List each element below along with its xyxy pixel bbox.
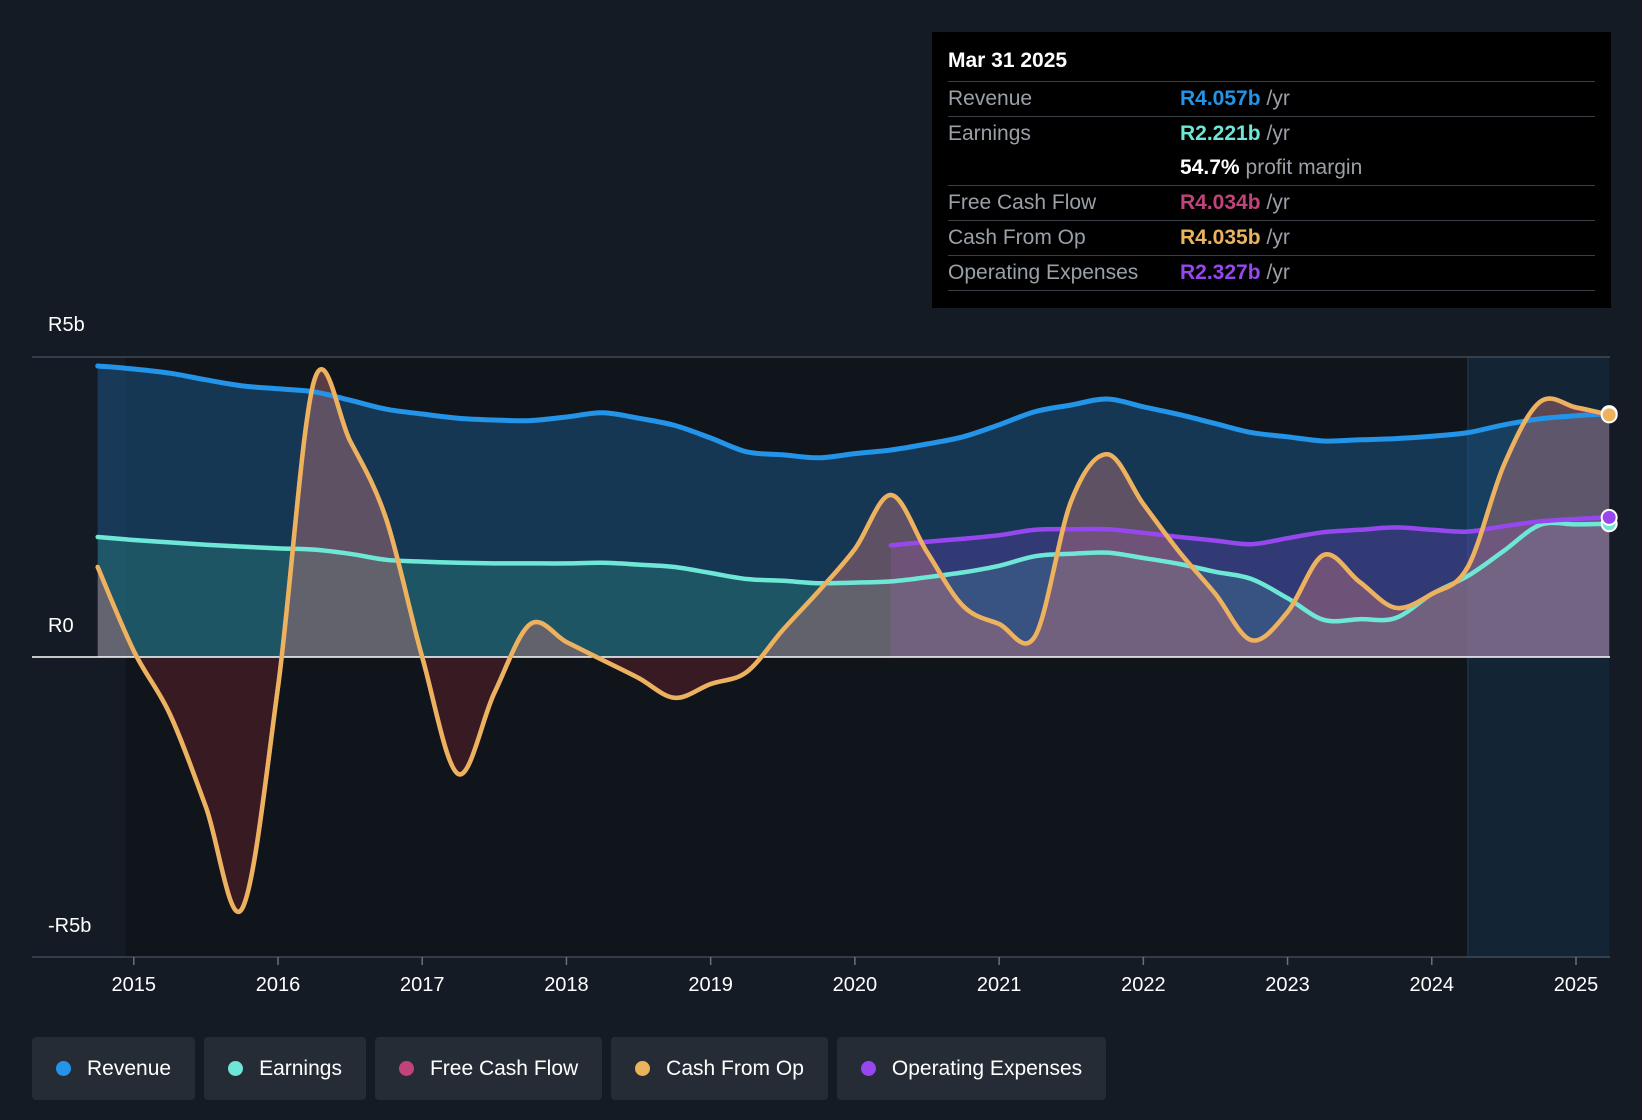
x-tick-label: 2024 — [1410, 974, 1455, 996]
opex-line — [888, 515, 1612, 548]
tooltip-value-cfo: R4.035b — [1180, 226, 1261, 249]
tooltip-value-fcf: R4.034b — [1180, 191, 1261, 214]
tooltip-row-opex: Operating Expenses R2.327b /yr — [948, 256, 1595, 291]
tooltip-date: Mar 31 2025 — [948, 46, 1595, 82]
tooltip-label — [948, 151, 1180, 185]
tooltip-value-opex: R2.327b — [1180, 261, 1261, 284]
fcf-area-negative — [97, 657, 1610, 912]
revenue-line — [95, 363, 1612, 461]
cfo-area — [97, 369, 1610, 657]
x-tick-label: 2017 — [400, 974, 445, 996]
y-tick-label: R5b — [48, 314, 85, 336]
tooltip-unit: /yr — [1266, 261, 1290, 284]
legend-dot-icon — [635, 1061, 651, 1076]
tooltip-row-profit-margin: 54.7% profit margin — [948, 151, 1595, 186]
earnings-area — [97, 522, 1610, 657]
tooltip-label: Revenue — [948, 87, 1033, 110]
opex-end-marker — [1600, 508, 1618, 526]
legend-dot-icon — [56, 1061, 71, 1076]
legend-dot-icon — [860, 1061, 876, 1076]
legend-label: Operating Expenses — [891, 1056, 1083, 1080]
revenue-area — [97, 366, 1610, 657]
tooltip-label: Free Cash Flow — [948, 191, 1097, 214]
tooltip-value-revenue: R4.057b — [1180, 87, 1261, 110]
x-tick-label: 2022 — [1121, 974, 1166, 996]
earnings-line — [95, 520, 1612, 624]
legend-label: Earnings — [259, 1056, 342, 1080]
tooltip-value-profit-margin: 54.7% — [1180, 156, 1240, 179]
fcf-area — [97, 369, 1610, 657]
tooltip-unit: /yr — [1266, 226, 1290, 249]
tooltip-unit: profit margin — [1245, 156, 1363, 179]
x-tick-label: 2023 — [1265, 974, 1310, 996]
tooltip-label: Cash From Op — [948, 226, 1086, 249]
tooltip-panel: Mar 31 2025 Revenue R4.057b /yr Earnings… — [932, 32, 1611, 308]
tooltip-row-cfo: Cash From Op R4.035b /yr — [948, 221, 1595, 256]
legend-label: Cash From Op — [666, 1056, 804, 1080]
tooltip-label: Earnings — [948, 122, 1031, 145]
legend-item-cash-from-op[interactable]: Cash From Op — [611, 1037, 828, 1100]
legend-item-earnings[interactable]: Earnings — [204, 1037, 366, 1100]
cfo-line — [95, 367, 1612, 914]
x-tick-label: 2025 — [1554, 974, 1599, 996]
x-tick-label: 2018 — [544, 974, 589, 996]
legend-dot-icon — [398, 1061, 414, 1076]
legend: Revenue Earnings Free Cash Flow Cash Fro… — [32, 1037, 1107, 1100]
tooltip-value-earnings: R2.221b — [1180, 122, 1261, 145]
tooltip-label: Operating Expenses — [948, 261, 1139, 284]
x-tick-label: 2019 — [688, 974, 733, 996]
legend-item-free-cash-flow[interactable]: Free Cash Flow — [374, 1037, 603, 1100]
cfo-end-marker — [1600, 406, 1618, 424]
legend-item-operating-expenses[interactable]: Operating Expenses — [836, 1037, 1107, 1100]
x-tick-label: 2021 — [977, 974, 1022, 996]
x-tick-label: 2015 — [112, 974, 157, 996]
legend-label: Revenue — [87, 1056, 172, 1080]
legend-item-revenue[interactable]: Revenue — [32, 1037, 196, 1100]
tooltip-unit: /yr — [1266, 87, 1290, 110]
tooltip-row-revenue: Revenue R4.057b /yr — [948, 82, 1595, 117]
x-tick-label: 2020 — [833, 974, 878, 996]
tooltip-unit: /yr — [1266, 122, 1290, 145]
tooltip-row-earnings: Earnings R2.221b /yr — [948, 117, 1595, 151]
legend-dot-icon — [228, 1061, 244, 1076]
x-tick-label: 2016 — [256, 974, 301, 996]
tooltip-unit: /yr — [1266, 191, 1290, 214]
tooltip-row-fcf: Free Cash Flow R4.034b /yr — [948, 186, 1595, 221]
y-tick-label: R0 — [48, 615, 74, 637]
legend-label: Free Cash Flow — [429, 1056, 579, 1080]
y-tick-label: -R5b — [48, 915, 91, 937]
